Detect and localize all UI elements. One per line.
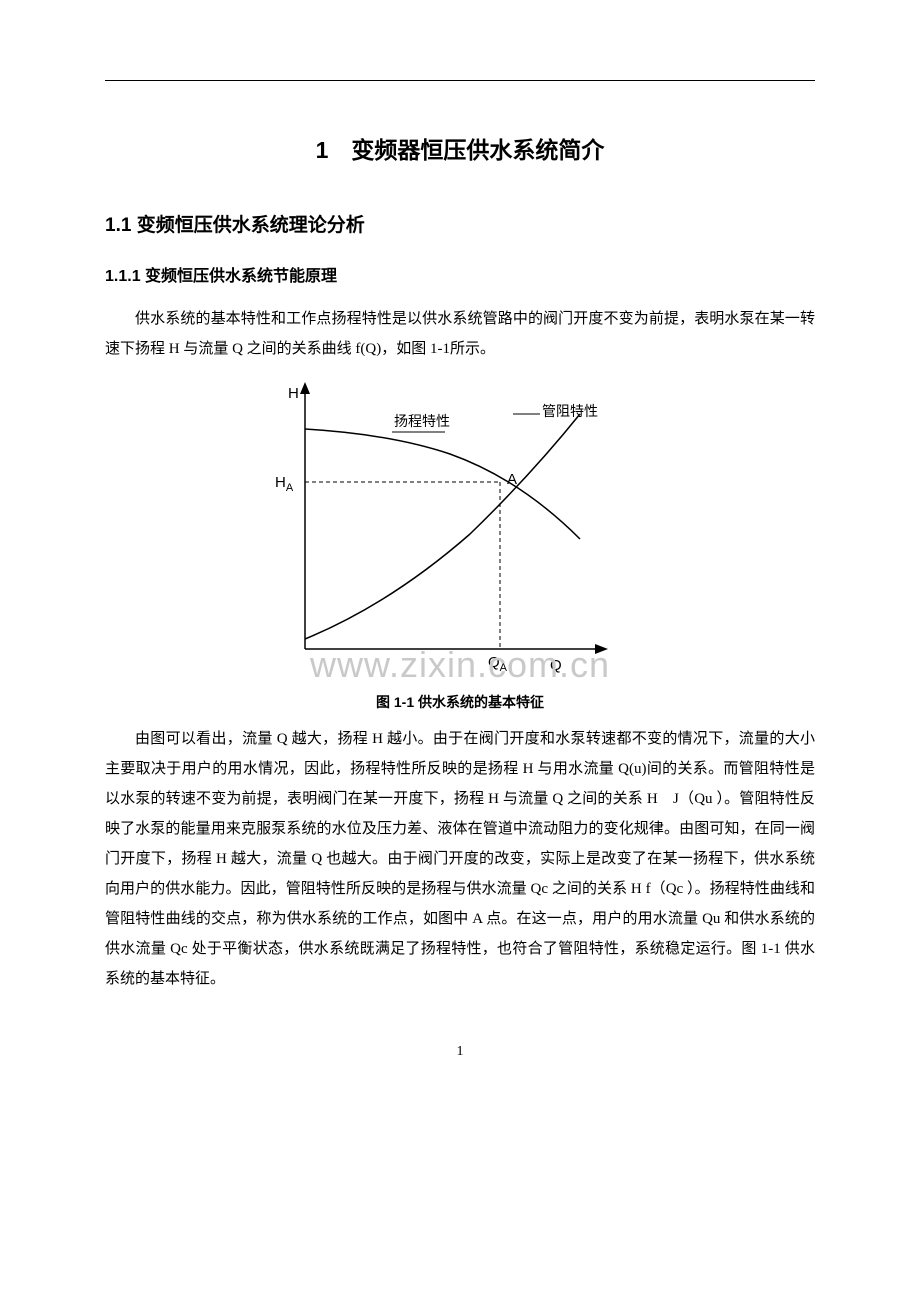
chapter-title-text: 变频器恒压供水系统简介 — [351, 137, 604, 163]
page-container: 1 变频器恒压供水系统简介 1.1 变频恒压供水系统理论分析 1.1.1 变频恒… — [0, 0, 920, 1120]
guanzu-label: 管阻特性 — [542, 404, 598, 420]
y-axis-label: H — [288, 385, 299, 402]
yangcheng-curve — [305, 429, 580, 539]
paragraph-2: 由图可以看出，流量 Q 越大，扬程 H 越小。由于在阀门开度和水泵转速都不变的情… — [105, 724, 815, 994]
yangcheng-label: 扬程特性 — [394, 414, 450, 430]
subsection-title-text: 变频恒压供水系统节能原理 — [145, 268, 337, 285]
figure-1-1: H HA 扬程特性 管阻特性 A QA Q www.zixin.com.cn — [105, 374, 815, 684]
x-axis-arrow — [595, 644, 608, 654]
top-rule — [105, 80, 815, 81]
section-title: 1.1 变频恒压供水系统理论分析 — [105, 210, 815, 237]
chart-svg: H HA 扬程特性 管阻特性 A QA Q — [270, 374, 650, 684]
subsection-number: 1.1.1 — [105, 268, 141, 285]
page-number: 1 — [105, 1044, 815, 1060]
section-number: 1.1 — [105, 215, 131, 236]
figure-caption: 图 1-1 供水系统的基本特征 — [105, 692, 815, 712]
QA-label: QA — [488, 654, 508, 674]
guanzu-curve — [305, 414, 580, 639]
section-title-text: 变频恒压供水系统理论分析 — [137, 215, 365, 236]
y-axis-arrow — [300, 382, 310, 394]
chapter-number: 1 — [316, 137, 329, 163]
point-a-label: A — [507, 471, 517, 488]
subsection-title: 1.1.1 变频恒压供水系统节能原理 — [105, 262, 815, 286]
paragraph-1: 供水系统的基本特性和工作点扬程特性是以供水系统管路中的阀门开度不变为前提，表明水… — [105, 304, 815, 364]
chapter-title: 1 变频器恒压供水系统简介 — [105, 131, 815, 165]
x-axis-label: Q — [550, 657, 562, 674]
HA-label: HA — [275, 474, 294, 494]
